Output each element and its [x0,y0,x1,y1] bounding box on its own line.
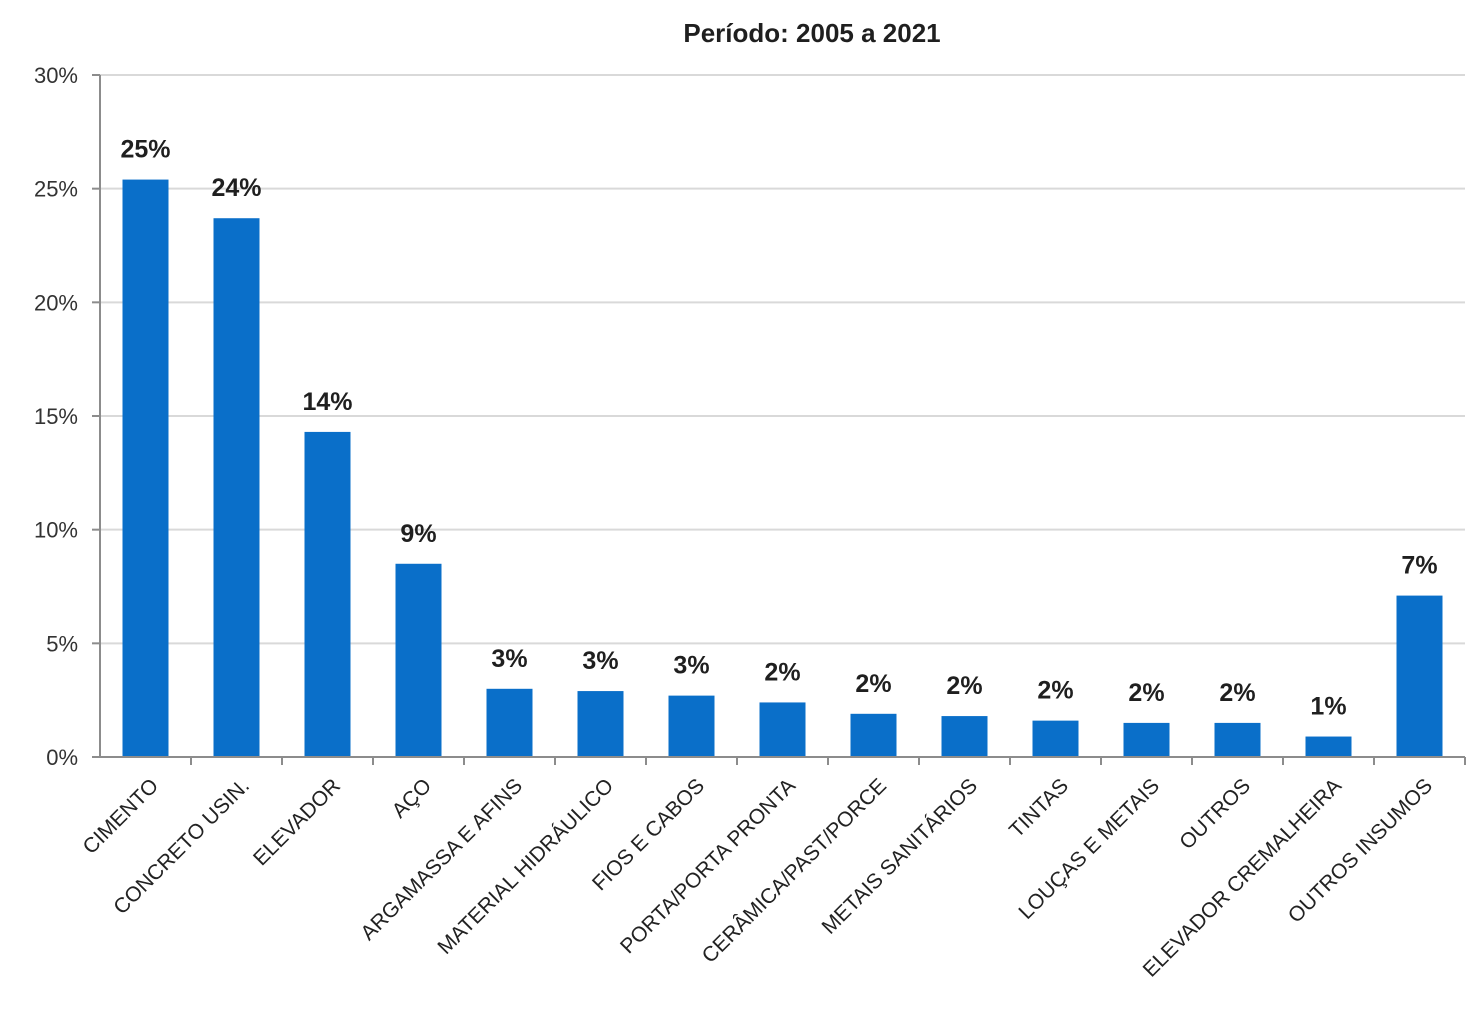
bar [1305,736,1352,757]
bars [122,179,1443,758]
y-tick-label: 0% [46,745,78,770]
x-tick-label: MATERIAL HIDRÁULICO [433,774,618,959]
x-tick-label: CIMENTO [79,774,163,858]
bar [1123,722,1170,757]
x-tick-label: METAIS SANITÁRIOS [818,774,983,939]
data-label: 7% [1401,552,1437,580]
axes [99,75,1465,758]
bar [759,702,806,757]
y-tick-label: 15% [34,404,78,429]
data-label: 2% [764,658,800,686]
y-tick-label: 25% [34,177,78,202]
x-tick-label: OUTROS [1175,774,1255,854]
y-tick-label: 5% [46,631,78,656]
y-axis-ticks: 0% 5% 10% 15% 20% 25% 30% [34,63,100,770]
data-label: 2% [1037,677,1073,705]
bar [1032,720,1079,757]
x-tick-label: AÇO [388,774,436,822]
data-label: 25% [120,136,170,164]
x-tick-label: ARGAMASSA E AFINS [356,774,527,945]
bar [668,695,715,757]
y-tick-label: 10% [34,518,78,543]
y-tick-label: 30% [34,63,78,88]
bar [1396,595,1443,757]
x-tick-label: TINTAS [1005,774,1073,842]
data-label: 3% [582,647,618,675]
data-label: 1% [1310,693,1346,721]
data-label: 2% [946,672,982,700]
x-tick-label: PORTA/PORTA PRONTA [616,774,800,958]
bar [1214,722,1261,757]
chart-title: Período: 2005 a 2021 [683,18,940,48]
data-label: 24% [211,174,261,202]
x-tick-label: ELEVADOR CREMALHEIRA [1139,774,1346,981]
bar [395,563,442,757]
data-label: 3% [673,652,709,680]
y-tick-label: 20% [34,290,78,315]
data-label: 2% [1219,679,1255,707]
data-label: 14% [302,388,352,416]
data-labels: 25% 24% 14% 9% 3% 3% 3% 2% 2% 2% 2% 2% 2% 1% 7% [120,136,1437,721]
x-tick-label: CERÂMICA/PAST/PORCE [698,774,891,967]
data-label: 9% [400,520,436,548]
data-label: 3% [491,645,527,673]
data-label: 2% [1128,679,1164,707]
bar [486,688,533,757]
bar [213,218,260,758]
bar [577,691,624,757]
x-tick-label: ELEVADOR [249,774,345,870]
data-label: 2% [855,670,891,698]
bar [941,716,988,757]
bar [850,713,897,757]
bar [122,179,169,757]
bar [304,431,351,757]
